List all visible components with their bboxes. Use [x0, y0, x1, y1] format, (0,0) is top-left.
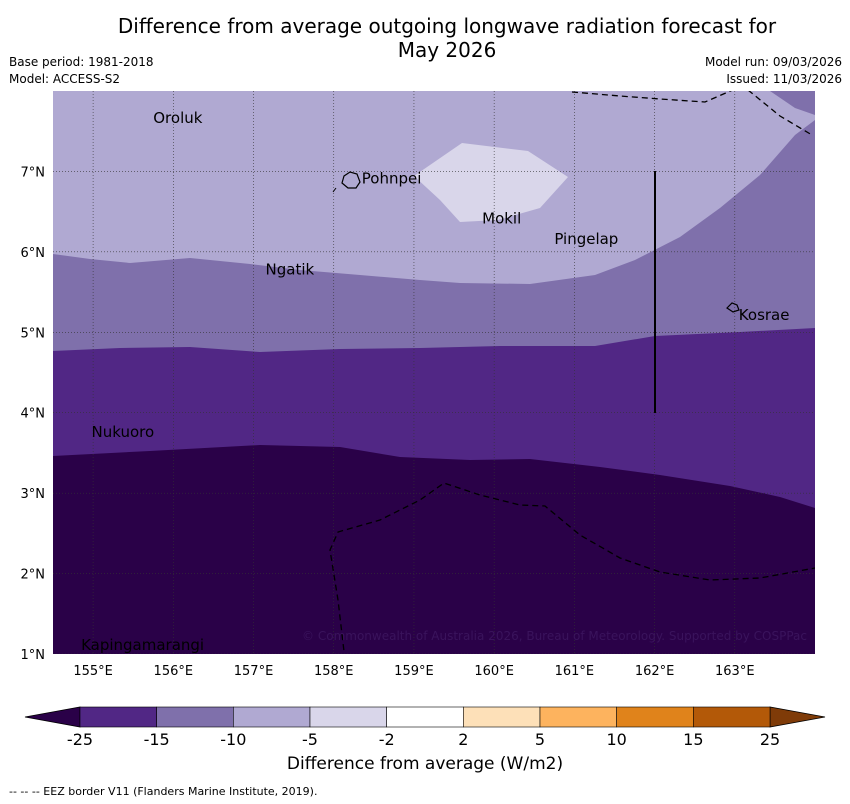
x-tick-label: 161°E	[555, 664, 595, 679]
colorbar-over-arrow	[769, 706, 826, 728]
x-tick-label: 155°E	[73, 664, 113, 679]
y-tick-label: 7°N	[21, 165, 46, 180]
eez-border-south	[329, 482, 815, 654]
x-tick-label: 160°E	[474, 664, 514, 679]
colorbar-swatch	[539, 706, 617, 728]
colorbar-tick-label: -10	[220, 730, 246, 749]
band-minus15-corner	[770, 91, 815, 115]
x-tick-label: 156°E	[154, 664, 194, 679]
x-tick-label: 163°E	[715, 664, 755, 679]
metadata-left: Base period: 1981-2018 Model: ACCESS-S2	[9, 54, 154, 88]
colorbar-tick-label: 2	[458, 730, 468, 749]
colorbar-swatch	[156, 706, 234, 728]
place-label-pingelap: Pingelap	[554, 230, 618, 248]
metadata-right: Model run: 09/03/2026 Issued: 11/03/2026	[705, 54, 842, 88]
y-tick-label: 2°N	[21, 568, 46, 583]
place-label-nukuoro: Nukuoro	[92, 423, 155, 441]
colorbar-swatch	[233, 706, 311, 728]
colorbar-tick-label: -5	[302, 730, 318, 749]
colorbar: -25 -15 -10 -5 -2 2 5 10 15 25	[24, 706, 826, 749]
place-label-pohnpei: Pohnpei	[362, 169, 422, 187]
x-tick-label: 162°E	[635, 664, 675, 679]
title-line-1: Difference from average outgoing longwav…	[117, 14, 777, 38]
band-below-minus25	[53, 445, 815, 654]
x-tick-label: 158°E	[314, 664, 354, 679]
issued-date: Issued: 11/03/2026	[726, 72, 842, 86]
y-tick-label: 4°N	[21, 407, 46, 422]
colorbar-under-arrow	[24, 706, 81, 728]
y-tick-label: 5°N	[21, 326, 46, 341]
colorbar-swatch	[79, 706, 157, 728]
kosrae-island	[726, 302, 740, 313]
colorbar-tick-label: -2	[379, 730, 395, 749]
pohnpei-island	[341, 171, 361, 189]
map-title: Difference from average outgoing longwav…	[0, 14, 850, 62]
colorbar-tick-label: 15	[683, 730, 703, 749]
place-label-mokil: Mokil	[482, 210, 521, 228]
place-label-kapingamarangi: Kapingamarangi	[81, 636, 204, 654]
colorbar-tick-label: -25	[67, 730, 93, 749]
colorbar-tick-label: 10	[606, 730, 626, 749]
y-tick-label: 6°N	[21, 246, 46, 261]
colorbar-swatch	[386, 706, 464, 728]
graticule	[53, 91, 815, 654]
pohnpei-atoll	[332, 187, 337, 193]
eez-border-north	[571, 91, 813, 136]
colorbar-tick-label: 25	[760, 730, 780, 749]
colorbar-swatch	[463, 706, 541, 728]
model-name: Model: ACCESS-S2	[9, 72, 121, 86]
y-tick-label: 1°N	[21, 648, 46, 663]
band-minus5-to-minus2	[414, 143, 568, 222]
place-label-kosrae: Kosrae	[739, 306, 790, 324]
colorbar-tick-label: 5	[535, 730, 545, 749]
base-period: Base period: 1981-2018	[9, 55, 154, 69]
colorbar-title: Difference from average (W/m2)	[286, 754, 564, 774]
colorbar-swatch	[693, 706, 771, 728]
model-run: Model run: 09/03/2026	[704, 55, 842, 69]
x-tick-label: 159°E	[394, 664, 434, 679]
colorbar-tick-label: -15	[144, 730, 170, 749]
place-label-oroluk: Oroluk	[153, 109, 202, 127]
y-axis-ticks: 7°N 6°N 5°N 4°N 3°N 2°N 1°N	[21, 165, 46, 663]
copyright-text: © Commonwealth of Australia 2026, Bureau…	[302, 629, 807, 643]
forecast-field: Oroluk Pohnpei Mokil Pingelap Ngatik Kosrae Nu…	[53, 91, 815, 654]
eez-footnote: -- -- -- EEZ border V11 (Flanders Marine…	[9, 785, 318, 798]
y-tick-label: 3°N	[21, 487, 46, 502]
x-tick-label: 157°E	[234, 664, 274, 679]
x-axis-ticks: 155°E 156°E 157°E 158°E 159°E 160°E 161°E 162°E…	[73, 664, 754, 679]
place-label-ngatik: Ngatik	[266, 260, 315, 278]
colorbar-swatch	[309, 706, 387, 728]
title-line-2: May 2026	[397, 38, 497, 62]
place-labels: Oroluk Pohnpei Mokil Pingelap Ngatik Kosrae Nu…	[81, 109, 789, 654]
colorbar-swatch	[616, 706, 694, 728]
